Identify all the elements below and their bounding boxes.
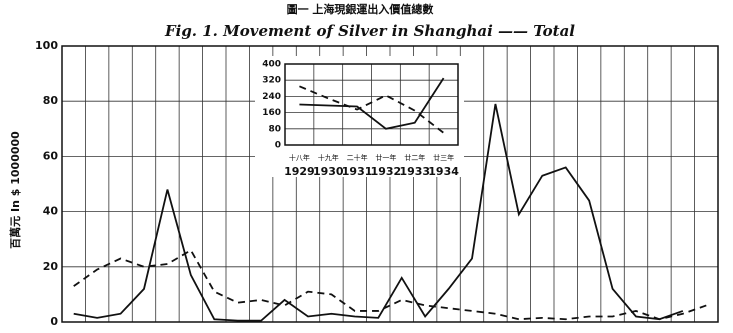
x-tick-label: 1932 (371, 165, 402, 178)
y-tick-label: 0 (275, 141, 281, 151)
x-tick-label-zh: 十九年 (318, 153, 339, 162)
x-tick-label-zh: 二十年 (347, 153, 368, 162)
y-tick-label: 160 (262, 108, 281, 118)
y-tick-label: 100 (35, 39, 58, 52)
x-tick-label: 1931 (342, 165, 373, 178)
plot-frame (61, 45, 719, 323)
chart-title-zh: 圖一 上海現銀運出入價值總數 (287, 2, 434, 16)
x-tick-label-zh: 廿一年 (375, 153, 396, 162)
x-tick-label-zh: 廿二年 (404, 153, 425, 162)
y-tick-label: 0 (50, 315, 58, 328)
series-line (73, 103, 684, 322)
y-tick-label: 80 (43, 94, 59, 107)
plot-frame (284, 63, 459, 146)
y-tick-label: 400 (262, 60, 281, 70)
y-tick-label: 240 (262, 92, 281, 102)
x-tick-label-zh: 廿三年 (433, 153, 454, 162)
x-tick-label: 1933 (399, 165, 430, 178)
y-tick-label: 80 (268, 124, 281, 134)
x-tick-label: 1934 (428, 165, 459, 178)
series-line (73, 248, 707, 321)
x-tick-label-zh: 十八年 (289, 153, 310, 162)
series-line (299, 85, 445, 134)
y-tick-label: 20 (43, 260, 59, 273)
x-tick-label: 1930 (313, 165, 344, 178)
chart-title: Fig. 1. Movement of Silver in Shanghai —… (164, 22, 575, 40)
y-axis-label: 百萬元 In $ 1000000 (8, 131, 22, 249)
y-tick-label: 40 (43, 205, 59, 218)
y-tick-label: 320 (262, 76, 281, 86)
y-tick-label: 60 (43, 149, 59, 162)
x-tick-label: 1929 (284, 165, 315, 178)
